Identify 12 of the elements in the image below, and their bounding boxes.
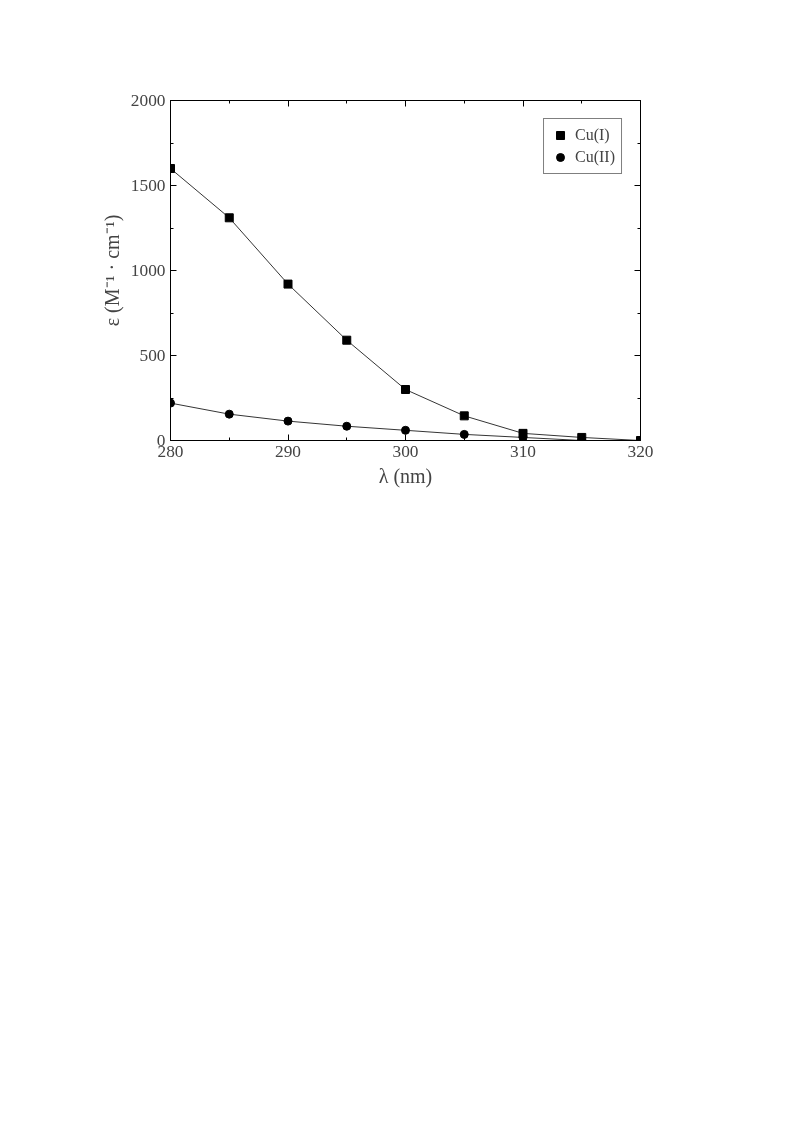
legend-label: Cu(I) <box>575 126 610 144</box>
legend-label: Cu(II) <box>575 148 615 166</box>
y-tick-label: 1000 <box>130 261 166 280</box>
x-tick-label: 320 <box>627 441 654 461</box>
y-tick-label: 1500 <box>130 176 166 195</box>
x-tick-label: 310 <box>510 441 536 461</box>
y-axis-title: ε (M⁻¹ · cm⁻¹) <box>100 214 124 327</box>
y-tick-label: 500 <box>139 346 166 365</box>
x-tick-label: 290 <box>275 441 301 461</box>
x-tick-label: 300 <box>392 441 419 461</box>
y-tick-label: 2000 <box>130 91 166 110</box>
x-axis-title: λ (nm) <box>378 464 433 488</box>
